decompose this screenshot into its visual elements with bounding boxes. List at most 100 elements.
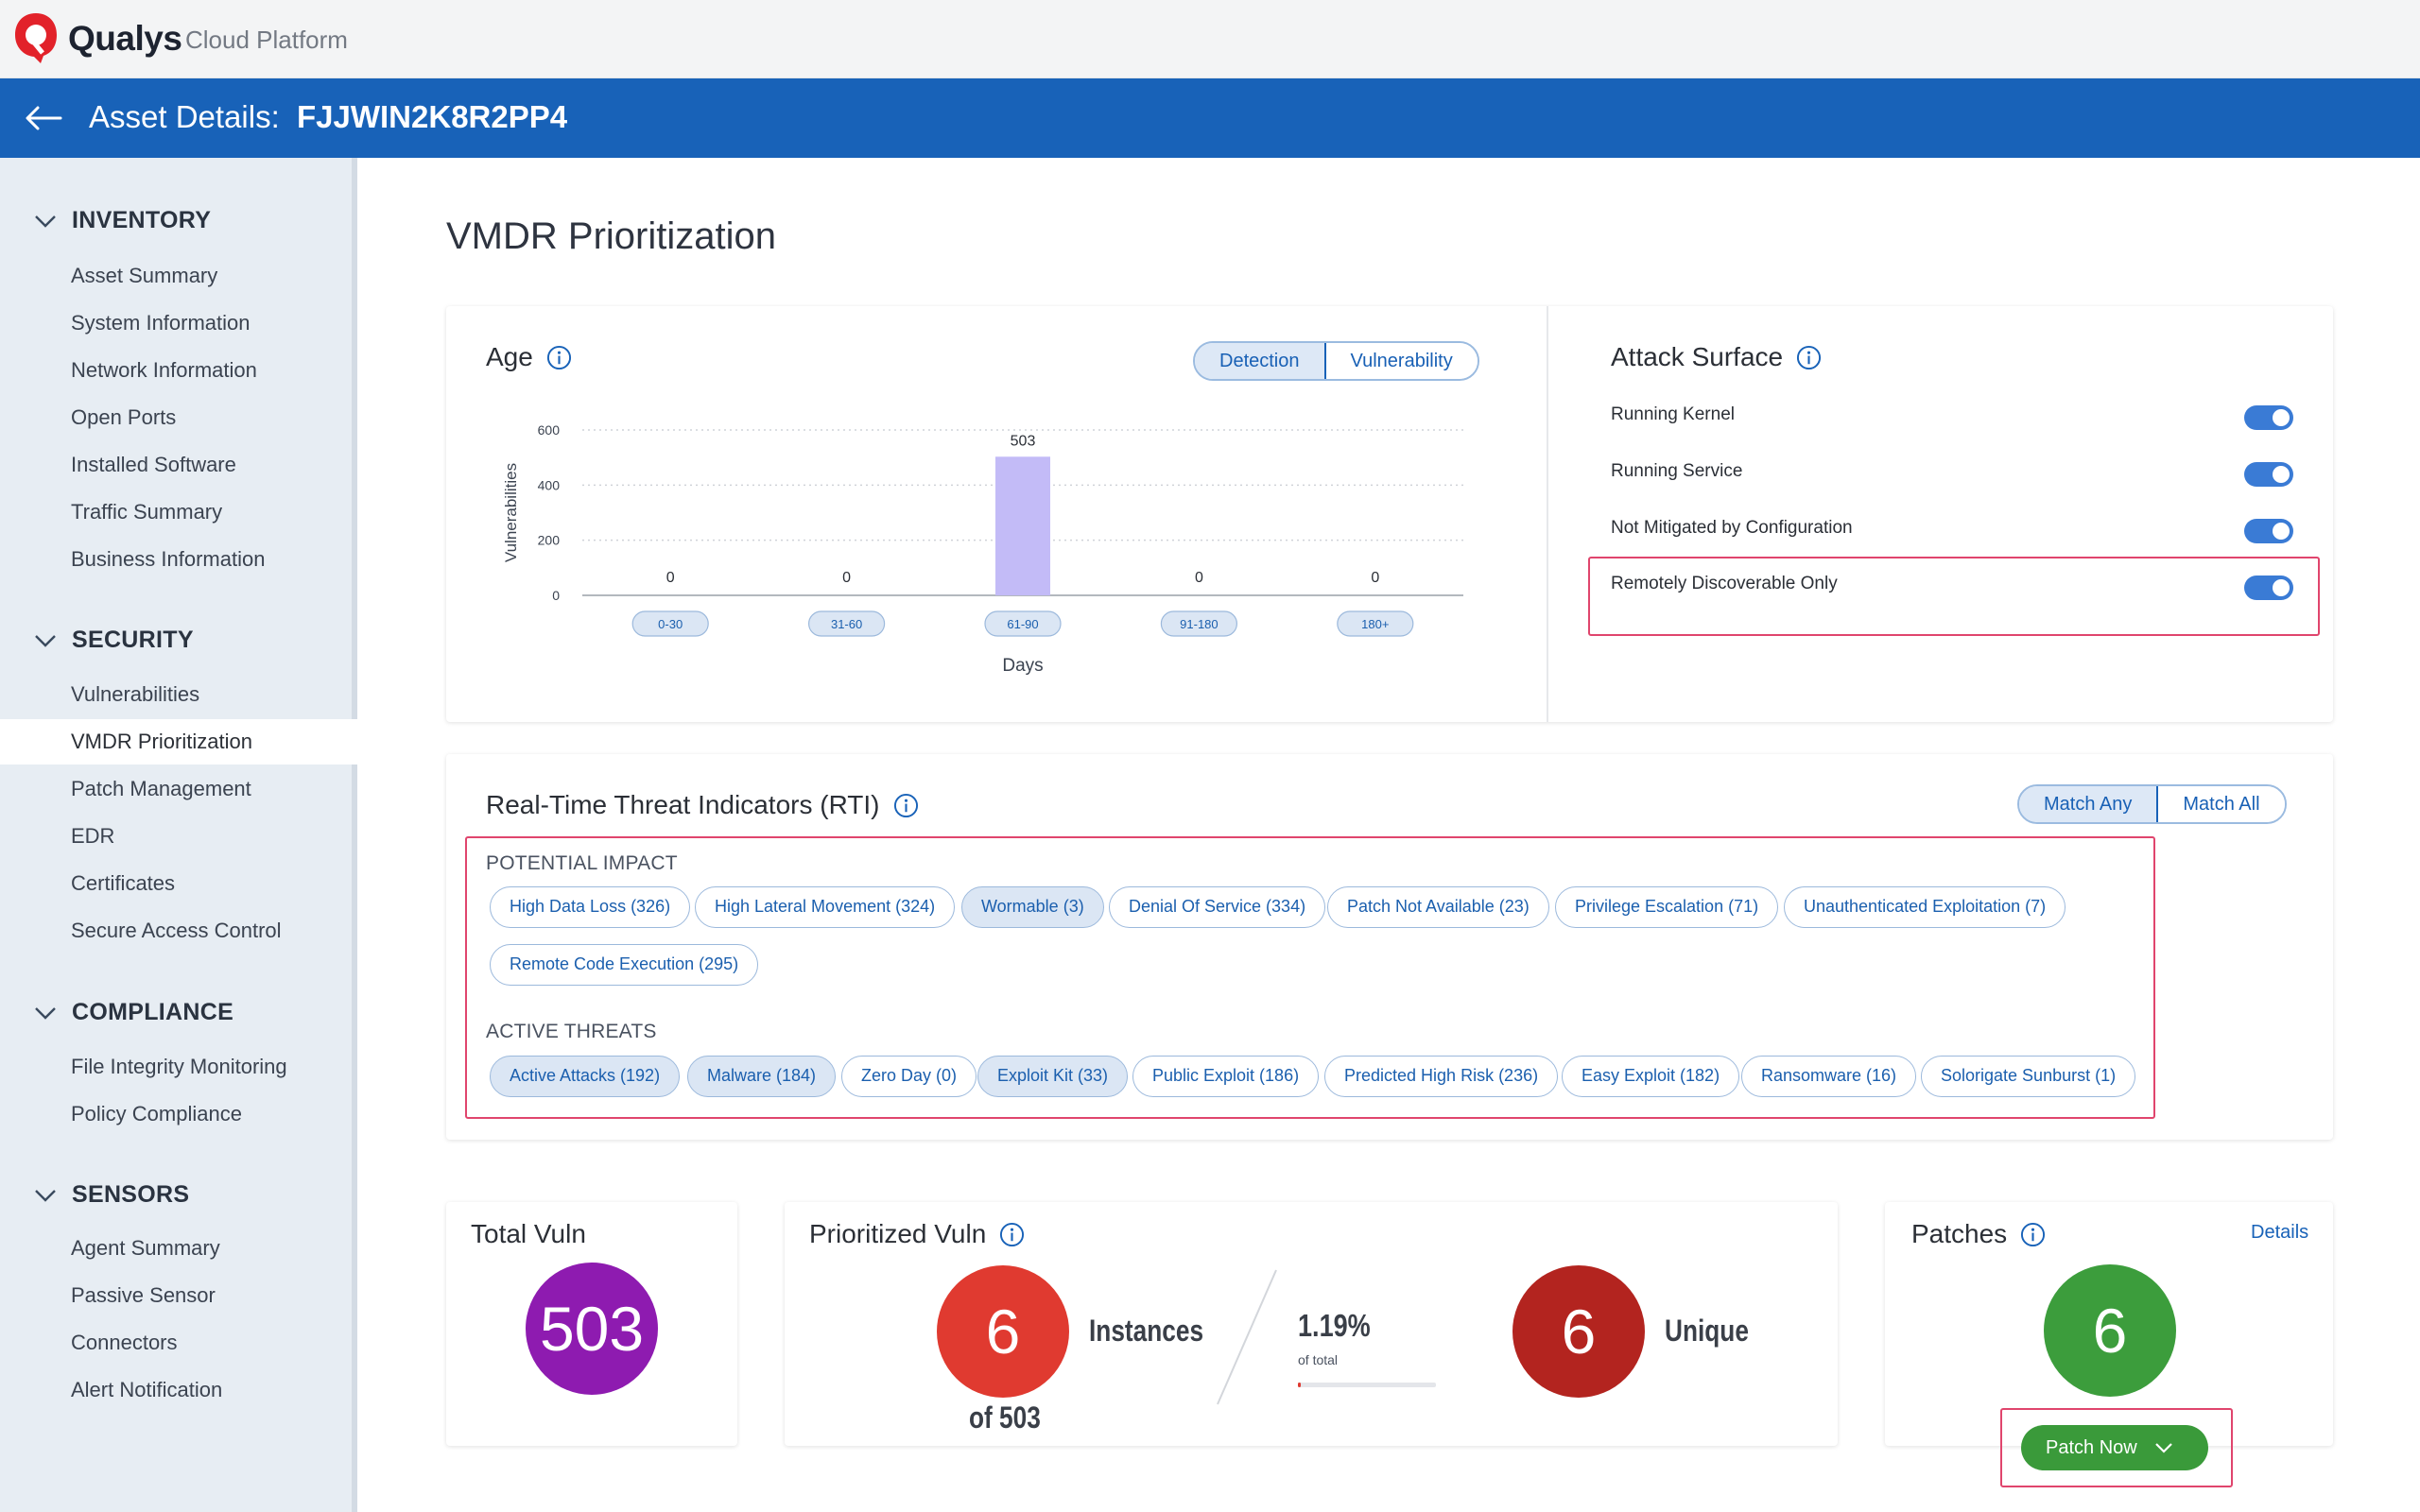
qualys-logo-icon[interactable]	[12, 11, 60, 64]
sidebar-item-system-information[interactable]: System Information	[71, 311, 251, 335]
unique-label: Unique	[1665, 1314, 1749, 1348]
chevron-down-icon	[35, 1189, 56, 1202]
brand-name: Qualys	[68, 19, 182, 58]
x-axis-label: Days	[1002, 656, 1043, 676]
rti-chip[interactable]: Wormable (3)	[961, 886, 1104, 928]
data-label: 0	[666, 570, 675, 586]
info-icon[interactable]	[999, 1222, 1025, 1247]
not-mitigated-toggle[interactable]	[2244, 519, 2293, 543]
rti-highlight-box	[465, 836, 2155, 1119]
chevron-down-icon	[2154, 1443, 2172, 1453]
percent-progress-track	[1298, 1383, 1436, 1387]
sidebar-item-traffic-summary[interactable]: Traffic Summary	[71, 500, 223, 524]
of-total-count: of 503	[969, 1400, 1041, 1435]
sidebar: INVENTORY Asset Summary System Informati…	[0, 158, 357, 1512]
running-service-toggle[interactable]	[2244, 462, 2293, 487]
chevron-down-icon	[35, 215, 56, 228]
sidebar-item-file-integrity-monitoring[interactable]: File Integrity Monitoring	[71, 1055, 287, 1078]
data-label: 0	[1195, 570, 1203, 586]
sidebar-item-secure-access-control[interactable]: Secure Access Control	[71, 919, 282, 942]
remotely-discoverable-label: Remotely Discoverable Only	[1611, 574, 1838, 593]
divider-slash	[1217, 1269, 1277, 1405]
sidebar-item-asset-summary[interactable]: Asset Summary	[71, 264, 218, 287]
rti-chip[interactable]: Denial Of Service (334)	[1109, 886, 1326, 928]
running-service-label: Running Service	[1611, 461, 1743, 481]
sidebar-item-vulnerabilities[interactable]: Vulnerabilities	[71, 682, 200, 706]
section-inventory[interactable]: INVENTORY	[34, 207, 211, 234]
back-arrow-icon[interactable]	[23, 97, 64, 139]
percent-value: 1.19%	[1298, 1308, 1371, 1343]
patches-circle: 6	[2044, 1264, 2176, 1397]
prioritized-vuln-title: Prioritized Vuln	[809, 1219, 1025, 1249]
info-icon[interactable]	[546, 345, 572, 370]
instances-label: Instances	[1089, 1314, 1204, 1348]
patches-details-link[interactable]: Details	[2251, 1222, 2309, 1243]
section-title: INVENTORY	[72, 207, 212, 233]
category-pill	[1160, 610, 1238, 637]
y-tick-label: 600	[538, 422, 561, 438]
prioritized-vuln-title-text: Prioritized Vuln	[809, 1219, 987, 1248]
total-vuln-circle: 503	[526, 1263, 658, 1395]
sidebar-item-passive-sensor[interactable]: Passive Sensor	[71, 1283, 216, 1307]
running-kernel-toggle[interactable]	[2244, 405, 2293, 430]
y-axis-label: Vulnerabilities	[502, 463, 520, 562]
section-security[interactable]: SECURITY	[34, 627, 194, 654]
info-icon[interactable]	[893, 793, 919, 818]
rti-chip[interactable]: Privilege Escalation (71)	[1555, 886, 1779, 928]
sidebar-item-agent-summary[interactable]: Agent Summary	[71, 1236, 220, 1260]
patch-now-label: Patch Now	[2046, 1436, 2137, 1458]
sidebar-item-network-information[interactable]: Network Information	[71, 358, 257, 382]
vulnerability-toggle[interactable]: Vulnerability	[1325, 343, 1478, 379]
sidebar-item-installed-software[interactable]: Installed Software	[71, 453, 236, 476]
sidebar-item-connectors[interactable]: Connectors	[71, 1331, 178, 1354]
total-vuln-title: Total Vuln	[471, 1219, 586, 1248]
rti-chip[interactable]: Remote Code Execution (295)	[490, 944, 759, 986]
rti-chip[interactable]: Patch Not Available (23)	[1327, 886, 1549, 928]
section-title: COMPLIANCE	[72, 999, 234, 1025]
rti-chip[interactable]: Zero Day (0)	[841, 1056, 977, 1097]
top-bar: Qualys Cloud Platform	[0, 0, 2420, 78]
sidebar-item-business-information[interactable]: Business Information	[71, 547, 266, 571]
section-title: SECURITY	[72, 627, 194, 653]
info-icon[interactable]	[2020, 1222, 2046, 1247]
rti-chip[interactable]: Exploit Kit (33)	[977, 1056, 1129, 1097]
rti-chip[interactable]: Easy Exploit (182)	[1562, 1056, 1740, 1097]
active-threats-heading: ACTIVE THREATS	[486, 1021, 657, 1042]
brand-suffix: Cloud Platform	[185, 26, 348, 54]
sidebar-item-policy-compliance[interactable]: Policy Compliance	[71, 1102, 242, 1125]
match-any-toggle[interactable]: Match Any	[2019, 786, 2159, 822]
page-header: Asset Details: FJJWIN2K8R2PP4	[0, 78, 2420, 158]
match-all-toggle[interactable]: Match All	[2158, 786, 2285, 822]
patch-now-button[interactable]: Patch Now	[2021, 1425, 2208, 1470]
detection-toggle[interactable]: Detection	[1195, 343, 1326, 379]
data-label: 0	[1371, 570, 1379, 586]
y-tick-label: 400	[538, 477, 561, 492]
card-divider	[1547, 306, 1548, 722]
rti-chip[interactable]: High Lateral Movement (324)	[695, 886, 956, 928]
sidebar-item-patch-management[interactable]: Patch Management	[71, 777, 251, 800]
rti-chip[interactable]: Unauthenticated Exploitation (7)	[1784, 886, 2066, 928]
rti-chip[interactable]: Public Exploit (186)	[1132, 1056, 1320, 1097]
sidebar-item-edr[interactable]: EDR	[71, 824, 115, 848]
rti-title: Real-Time Threat Indicators (RTI)	[486, 790, 919, 820]
age-title: Age	[486, 342, 572, 372]
remotely-discoverable-toggle[interactable]	[2244, 576, 2293, 600]
patches-title: Patches	[1911, 1219, 2046, 1249]
rti-chip[interactable]: Malware (184)	[687, 1056, 837, 1097]
rti-chip[interactable]: Solorigate Sunburst (1)	[1921, 1056, 2136, 1097]
rti-chip[interactable]: Ransomware (16)	[1741, 1056, 1917, 1097]
sidebar-item-vmdr-prioritization[interactable]: VMDR Prioritization	[0, 719, 357, 765]
percent-progress-fill	[1298, 1383, 1302, 1387]
rti-chip[interactable]: High Data Loss (326)	[490, 886, 691, 928]
sidebar-item-alert-notification[interactable]: Alert Notification	[71, 1378, 223, 1401]
sidebar-item-certificates[interactable]: Certificates	[71, 871, 176, 895]
rti-chip[interactable]: Active Attacks (192)	[490, 1056, 681, 1097]
category-pill	[984, 610, 1062, 637]
sidebar-item-open-ports[interactable]: Open Ports	[71, 405, 177, 429]
section-sensors[interactable]: SENSORS	[34, 1181, 189, 1209]
category-pill	[1337, 610, 1414, 637]
info-icon[interactable]	[1796, 345, 1822, 370]
rti-chip[interactable]: Predicted High Risk (236)	[1324, 1056, 1559, 1097]
section-compliance[interactable]: COMPLIANCE	[34, 999, 233, 1026]
category-pill	[808, 610, 886, 637]
